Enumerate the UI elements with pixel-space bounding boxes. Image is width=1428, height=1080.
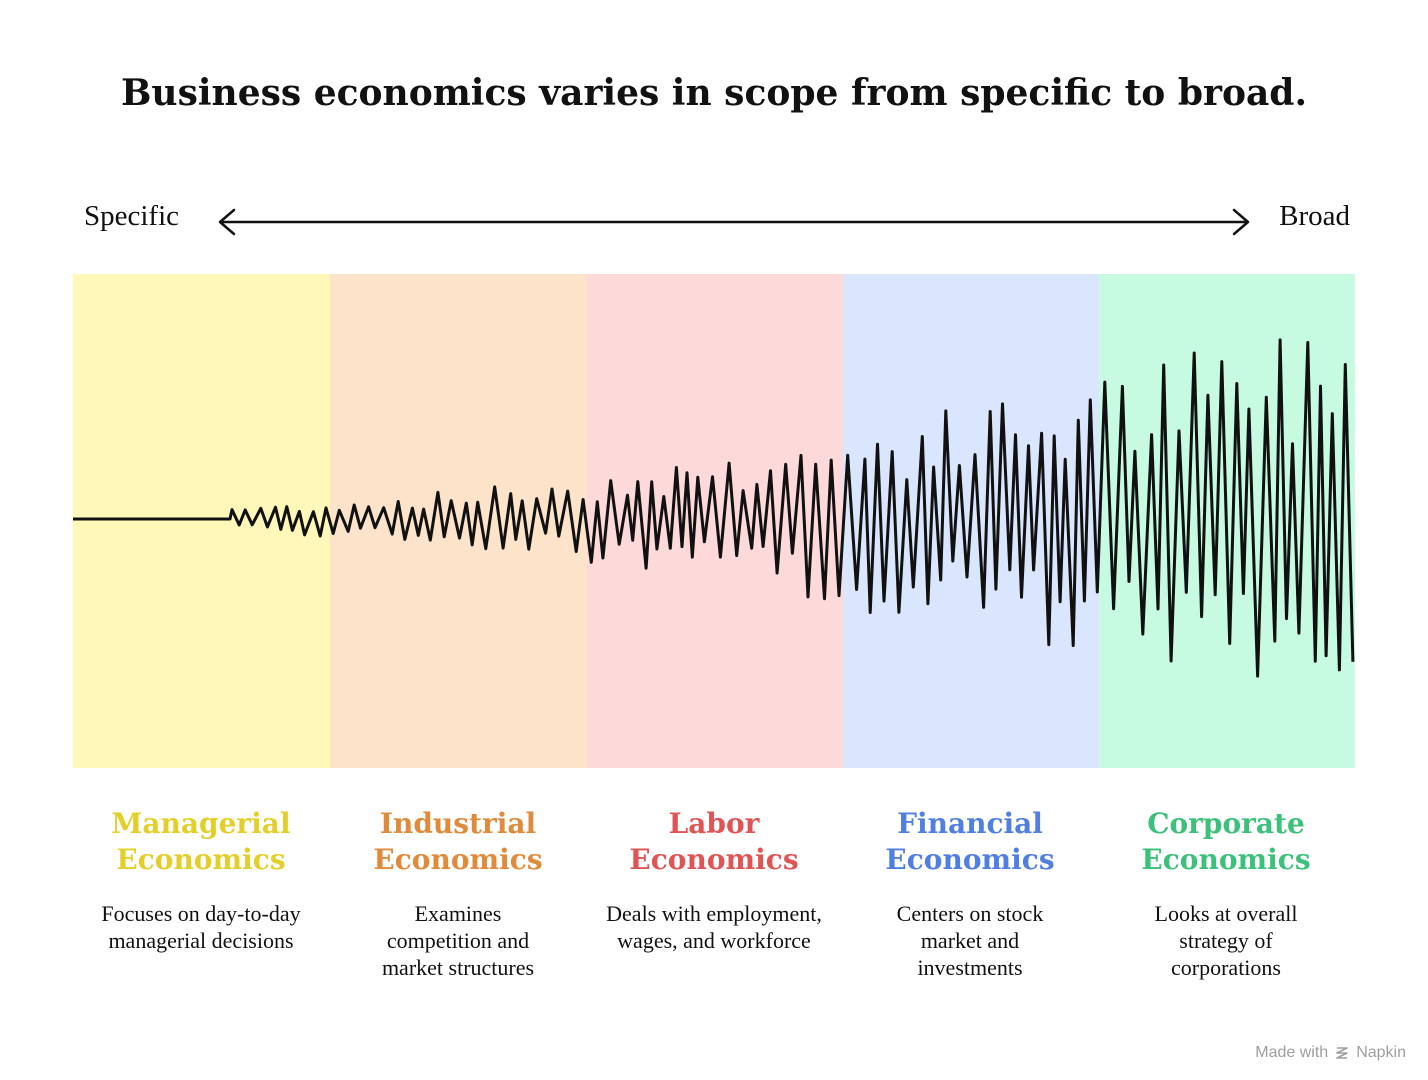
scope-arrow-icon (218, 208, 1250, 236)
footer-brand: Napkin (1356, 1044, 1406, 1061)
category-title: Labor Economics (586, 806, 842, 878)
category-title-line1: Industrial (379, 807, 537, 840)
category-title: Industrial Economics (330, 806, 586, 878)
category-title-line2: Economics (116, 843, 286, 876)
category-title-line2: Economics (885, 843, 1055, 876)
category-description: Examines competition and market structur… (381, 901, 535, 980)
category-title: Corporate Economics (1098, 806, 1354, 878)
category-title-line2: Economics (1141, 843, 1311, 876)
category-title-line2: Economics (629, 843, 799, 876)
scale-label-specific: Specific (84, 200, 180, 232)
category-description: Centers on stock market and investments (896, 901, 1044, 980)
scope-bands (73, 274, 1355, 768)
category-labor: Labor Economics Deals with employment, w… (586, 806, 842, 954)
band-corporate (1099, 274, 1355, 768)
band-industrial (330, 274, 587, 768)
napkin-logo-icon (1336, 1047, 1348, 1059)
category-title: Managerial Economics (73, 806, 329, 878)
category-title-line1: Financial (897, 807, 1043, 840)
category-managerial: Managerial Economics Focuses on day-to-d… (73, 806, 329, 954)
band-managerial (73, 274, 330, 768)
category-description: Focuses on day-to-day managerial decisio… (101, 901, 301, 953)
category-title: Financial Economics (842, 806, 1098, 878)
category-corporate: Corporate Economics Looks at overall str… (1098, 806, 1354, 981)
category-title-line1: Labor (668, 807, 760, 840)
category-description: Looks at overall strategy of corporation… (1154, 901, 1298, 980)
scale-label-broad: Broad (1279, 200, 1350, 232)
footer-text: Made with (1255, 1044, 1329, 1061)
category-financial: Financial Economics Centers on stock mar… (842, 806, 1098, 981)
category-title-line2: Economics (373, 843, 543, 876)
category-title-line1: Corporate (1147, 807, 1305, 840)
band-labor (587, 274, 843, 768)
page-title: Business economics varies in scope from … (121, 72, 1307, 114)
category-description: Deals with employment, wages, and workfo… (606, 901, 822, 953)
category-industrial: Industrial Economics Examines competitio… (330, 806, 586, 981)
category-title-line1: Managerial (111, 807, 291, 840)
band-financial (843, 274, 1099, 768)
footer-credit[interactable]: Made with Napkin (1255, 1044, 1406, 1062)
